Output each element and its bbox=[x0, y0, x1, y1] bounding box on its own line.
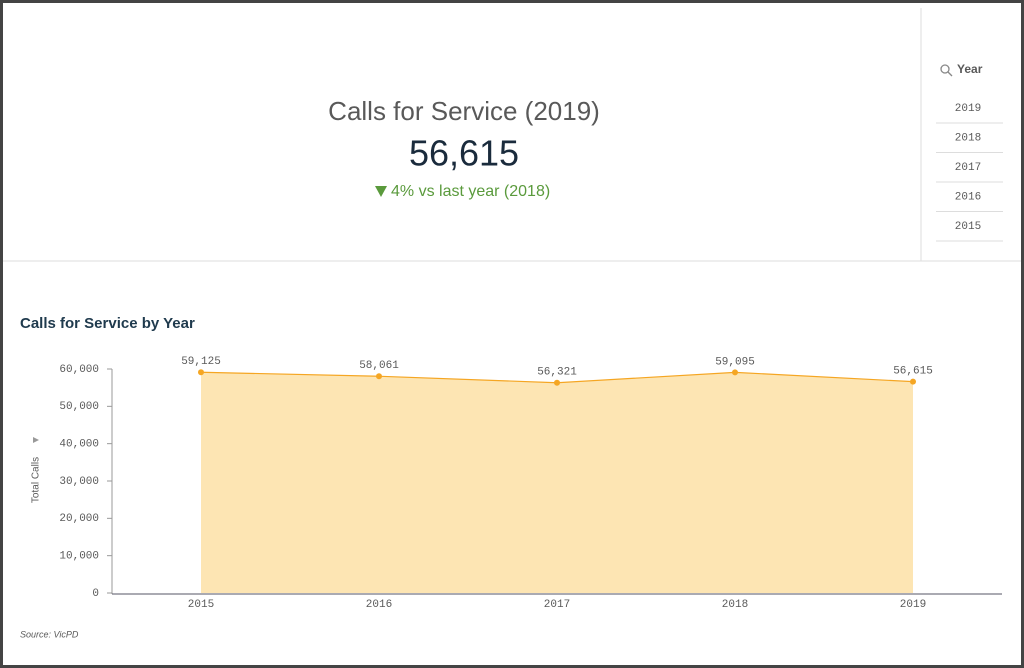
chart-title: Calls for Service by Year bbox=[20, 315, 195, 332]
filter-item[interactable]: 2018 bbox=[955, 132, 981, 144]
down-arrow-icon bbox=[375, 186, 387, 197]
y-tick-label: 10,000 bbox=[59, 551, 99, 563]
y-axis-label: Total Calls bbox=[31, 457, 42, 503]
filter-item[interactable]: 2019 bbox=[955, 103, 981, 115]
source-note: Source: VicPD bbox=[20, 629, 79, 639]
sort-icon bbox=[33, 437, 39, 443]
point bbox=[910, 378, 916, 385]
x-tick-label: 2018 bbox=[722, 599, 748, 611]
kpi-change: 4% vs last year (2018) bbox=[391, 183, 550, 200]
value-label: 56,615 bbox=[893, 366, 933, 378]
x-tick-label: 2019 bbox=[900, 599, 926, 611]
x-tick-label: 2016 bbox=[366, 599, 392, 611]
y-tick-label: 20,000 bbox=[59, 513, 99, 525]
search-icon bbox=[940, 64, 950, 74]
kpi-value: 56,615 bbox=[409, 133, 519, 174]
point bbox=[732, 369, 738, 376]
x-tick-label: 2015 bbox=[188, 599, 214, 611]
y-tick-label: 60,000 bbox=[59, 364, 99, 376]
point bbox=[376, 373, 382, 380]
area bbox=[201, 372, 913, 593]
filter-title[interactable]: Year bbox=[957, 62, 983, 76]
value-label: 59,095 bbox=[715, 356, 755, 368]
y-tick-label: 0 bbox=[92, 588, 99, 600]
y-tick-label: 50,000 bbox=[59, 401, 99, 413]
point bbox=[554, 379, 560, 386]
y-tick-label: 40,000 bbox=[59, 439, 99, 451]
canvas: Calls for Service (2019) 56,615 4% vs la… bbox=[3, 8, 1021, 639]
filter-item[interactable]: 2017 bbox=[955, 162, 981, 174]
kpi-title: Calls for Service (2019) bbox=[328, 96, 600, 126]
x-tick-label: 2017 bbox=[544, 599, 570, 611]
value-label: 59,125 bbox=[181, 356, 221, 368]
value-label: 56,321 bbox=[537, 367, 577, 379]
value-label: 58,061 bbox=[359, 360, 399, 372]
filter-item[interactable]: 2016 bbox=[955, 191, 981, 203]
point bbox=[198, 369, 204, 376]
search-icon bbox=[947, 71, 953, 77]
filter-item[interactable]: 2015 bbox=[955, 221, 981, 233]
y-tick-label: 30,000 bbox=[59, 476, 99, 488]
